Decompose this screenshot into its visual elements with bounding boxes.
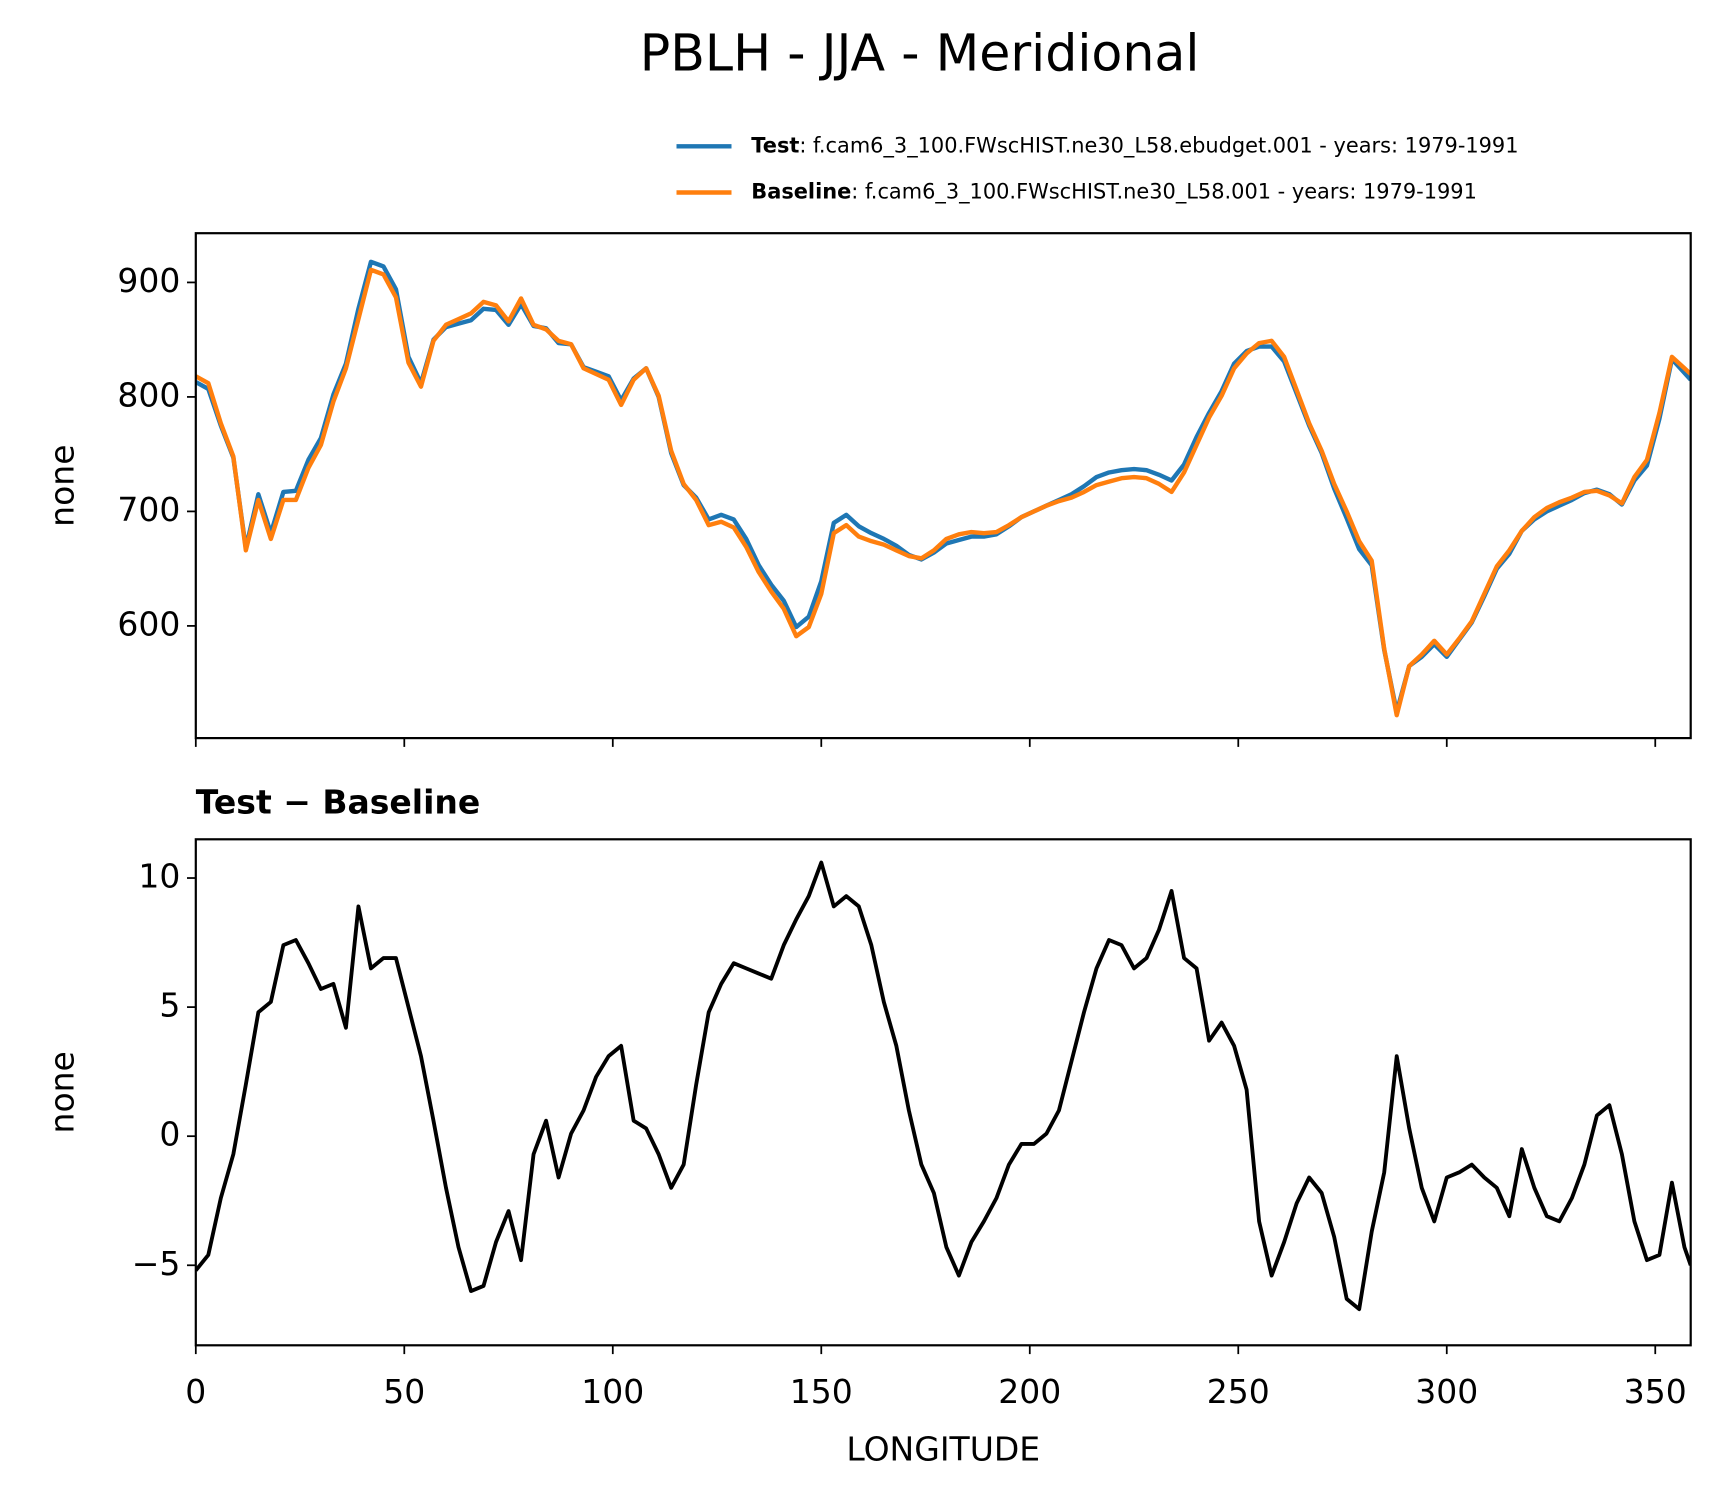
x-tick-label: 100 xyxy=(581,1372,644,1411)
axes-frame xyxy=(194,232,1692,740)
x-axis-label: LONGITUDE xyxy=(846,1429,1040,1468)
y-tick-label: 900 xyxy=(117,261,180,300)
legend-entry: Test: f.cam6_3_100.FWscHIST.ne30_L58.ebu… xyxy=(751,133,1518,158)
y-tick-label: 600 xyxy=(117,604,180,643)
legend-description: : f.cam6_3_100.FWscHIST.ne30_L58.ebudget… xyxy=(799,133,1518,158)
y-tick-label: 700 xyxy=(117,490,180,529)
y-axis-label: none xyxy=(42,444,81,526)
x-tick-label: 200 xyxy=(998,1372,1061,1411)
legend-description: : f.cam6_3_100.FWscHIST.ne30_L58.001 - y… xyxy=(851,179,1477,204)
x-tick-label: 300 xyxy=(1415,1372,1478,1411)
plot-area xyxy=(195,259,1691,718)
figure-title: PBLH - JJA - Meridional xyxy=(640,24,1200,83)
legend-entry: Baseline: f.cam6_3_100.FWscHIST.ne30_L58… xyxy=(751,179,1477,204)
chart-title: Test − Baseline xyxy=(196,783,481,822)
x-tick-label: 350 xyxy=(1624,1372,1687,1411)
x-tick-label: 50 xyxy=(383,1372,425,1411)
axes-frame xyxy=(194,838,1692,1347)
y-tick-label: 800 xyxy=(117,375,180,414)
y-tick-label: 0 xyxy=(159,1115,180,1154)
y-tick-label: 10 xyxy=(138,857,180,896)
y-tick-label: −5 xyxy=(132,1244,181,1283)
y-tick-label: 5 xyxy=(159,986,180,1025)
data-line xyxy=(195,267,1691,718)
x-tick-label: 150 xyxy=(790,1372,853,1411)
data-line xyxy=(195,860,1691,1312)
y-axis-label: none xyxy=(42,1051,81,1133)
x-tick-label: 250 xyxy=(1207,1372,1270,1411)
legend-name: Test xyxy=(751,133,799,157)
legend-name: Baseline xyxy=(751,179,851,203)
x-tick-label: 0 xyxy=(185,1372,206,1411)
plot-area xyxy=(195,860,1691,1312)
